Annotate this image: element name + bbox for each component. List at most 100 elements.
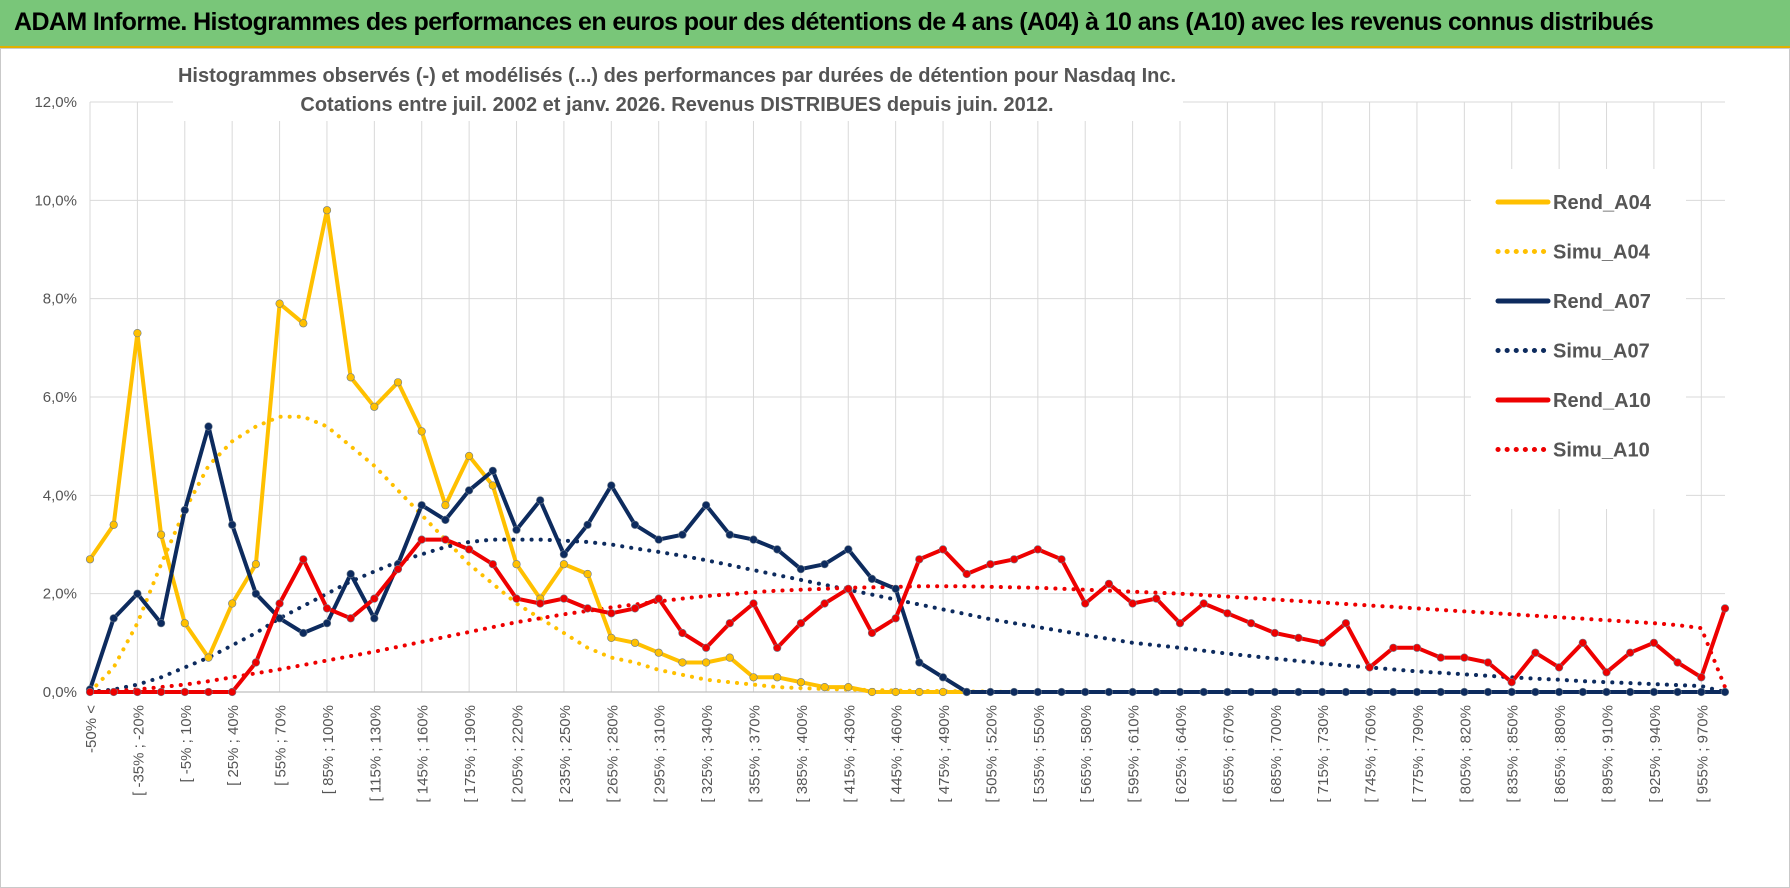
data-point-Rend_A10: [1365, 663, 1374, 672]
y-tick-label: 10,0%: [34, 192, 77, 209]
data-point-Rend_A10: [251, 658, 260, 667]
chart-grid: [89, 101, 1725, 693]
data-point-Rend_A04: [370, 402, 379, 411]
data-point-Rend_A10: [441, 535, 450, 544]
series-line-Rend_A07: [88, 424, 1727, 694]
x-tick-label: [ 295% ; 310%: [652, 705, 669, 803]
data-point-Rend_A10: [133, 687, 142, 697]
data-point-Rend_A10: [299, 555, 308, 564]
data-point-Rend_A04: [654, 648, 663, 657]
x-axis-ticks: -50% < [ -35% ; -20% [ -5% ; 10% [ 25% ; 40…: [83, 705, 1711, 803]
x-tick-label: [ 715% ; 730%: [1315, 705, 1332, 803]
data-point-Rend_A10: [346, 614, 355, 623]
x-tick-label: [ 475% ; 490%: [936, 705, 953, 803]
data-point-Rend_A04: [85, 555, 95, 564]
data-point-Rend_A10: [465, 545, 474, 554]
x-tick-label: [ 685% ; 700%: [1268, 705, 1285, 803]
data-point-Rend_A07: [1104, 687, 1113, 697]
data-point-Rend_A10: [1175, 619, 1185, 628]
y-tick-label: 0,0%: [43, 684, 77, 701]
data-point-Rend_A04: [157, 530, 166, 539]
data-point-Rend_A10: [678, 628, 687, 638]
data-point-Rend_A10: [512, 594, 521, 603]
data-point-Rend_A04: [559, 560, 569, 569]
data-point-Rend_A10: [867, 628, 877, 638]
data-point-Rend_A07: [465, 486, 474, 495]
data-point-Rend_A10: [488, 560, 497, 569]
data-point-Rend_A04: [346, 373, 355, 382]
data-point-Rend_A04: [180, 619, 189, 628]
data-point-Rend_A10: [820, 599, 829, 608]
data-point-Rend_A07: [1436, 687, 1445, 697]
x-tick-label: [ 145% ; 160%: [415, 705, 432, 803]
data-point-Rend_A10: [749, 599, 758, 608]
data-point-Rend_A10: [654, 594, 663, 603]
data-point-Rend_A10: [1436, 653, 1445, 662]
data-point-Rend_A10: [607, 609, 616, 618]
x-tick-label: [ 745% ; 760%: [1363, 705, 1380, 803]
x-tick-label: [ 115% ; 130%: [367, 705, 384, 801]
data-point-Rend_A07: [1199, 687, 1208, 697]
data-point-Rend_A07: [1294, 687, 1303, 697]
x-tick-label: [ 535% ; 550%: [1031, 705, 1048, 803]
x-tick-label: [ -5% ; 10%: [178, 705, 195, 783]
x-tick-label: [ 55% ; 70%: [273, 705, 290, 786]
y-tick-label: 2,0%: [43, 586, 77, 603]
data-point-Rend_A07: [133, 589, 142, 598]
data-point-Rend_A10: [1673, 658, 1682, 667]
data-point-Rend_A07: [725, 530, 734, 539]
y-tick-label: 6,0%: [43, 389, 77, 406]
data-point-Rend_A10: [157, 687, 166, 697]
x-tick-label: [ 595% ; 610%: [1126, 705, 1143, 803]
data-point-Rend_A07: [1578, 687, 1587, 697]
data-point-Rend_A10: [986, 560, 995, 569]
data-point-Rend_A04: [701, 658, 711, 667]
legend-label-Simu_A04: Simu_A04: [1553, 242, 1651, 264]
data-point-Rend_A04: [678, 658, 687, 667]
legend-label-Rend_A10: Rend_A10: [1553, 390, 1651, 412]
data-point-Rend_A07: [1246, 687, 1256, 697]
data-point-Rend_A10: [1389, 643, 1398, 652]
x-tick-label: [ 865% ; 880%: [1552, 705, 1569, 803]
data-point-Rend_A10: [393, 564, 403, 574]
data-point-Rend_A10: [1009, 555, 1019, 564]
data-point-Rend_A10: [1033, 545, 1042, 554]
title-background: [173, 59, 1183, 121]
data-point-Rend_A07: [299, 628, 308, 638]
data-point-Rend_A04: [820, 682, 829, 692]
data-point-Rend_A07: [346, 569, 355, 579]
data-point-Rend_A10: [1318, 638, 1327, 647]
x-tick-label: [ -35% ; -20%: [130, 705, 147, 796]
data-point-Rend_A10: [962, 569, 971, 579]
data-point-Rend_A10: [1720, 604, 1730, 613]
data-point-Rend_A07: [891, 584, 900, 593]
data-point-Rend_A07: [1531, 687, 1540, 697]
data-point-Rend_A10: [417, 535, 426, 544]
y-tick-label: 4,0%: [43, 487, 77, 504]
data-point-Rend_A10: [701, 643, 711, 652]
data-point-Rend_A04: [299, 319, 308, 328]
data-point-Rend_A10: [1554, 663, 1564, 672]
x-tick-label: [ 325% ; 340%: [699, 705, 716, 803]
data-point-Rend_A07: [370, 614, 379, 623]
data-point-Rend_A04: [867, 687, 877, 697]
data-point-Rend_A07: [1697, 687, 1706, 697]
data-point-Rend_A04: [488, 481, 497, 490]
data-point-Rend_A07: [1057, 687, 1066, 697]
data-point-Rend_A07: [1175, 687, 1185, 697]
x-tick-label: [ 775% ; 790%: [1410, 705, 1427, 803]
x-tick-label: [ 625% ; 640%: [1173, 705, 1190, 803]
data-point-Rend_A10: [891, 614, 900, 623]
data-point-Rend_A07: [749, 535, 758, 544]
data-point-Rend_A07: [1081, 687, 1090, 697]
data-point-Rend_A07: [1389, 687, 1398, 697]
x-tick-label: [ 235% ; 250%: [557, 705, 574, 803]
data-point-Rend_A04: [275, 299, 284, 308]
series-line-Simu_A07: [88, 537, 1727, 694]
data-point-Rend_A10: [1128, 599, 1137, 608]
data-point-Rend_A04: [773, 673, 782, 682]
x-tick-label: [ 205% ; 220%: [510, 705, 527, 803]
chart-subtitle: Cotations entre juil. 2002 et janv. 2026…: [300, 94, 1053, 116]
data-point-Rend_A10: [1104, 579, 1113, 588]
chart-series: [85, 206, 1730, 697]
